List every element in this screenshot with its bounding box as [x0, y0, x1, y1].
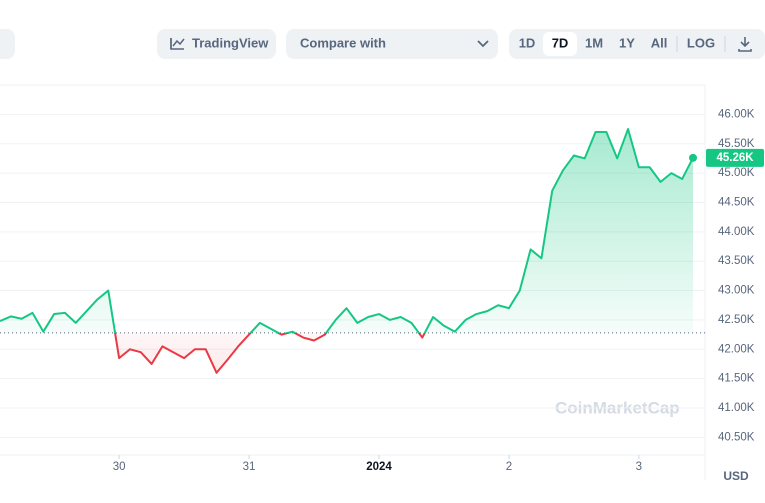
icon: [170, 38, 184, 50]
plot: 40.50K 41.00K 41.50K 42.00K 42.50K 43.00K 43.5…: [0, 108, 764, 473]
unit-label: USD: [723, 469, 749, 483]
y-tick-label: 40.50K: [718, 431, 755, 443]
range-buttons: 1D 7D 1M 1Y All: [519, 32, 668, 56]
download-icon[interactable]: [738, 37, 752, 52]
last-label-bg: [706, 148, 764, 167]
y-tick-label: 45.50K: [718, 138, 755, 150]
y-tick-label: 42.00K: [718, 343, 755, 355]
range-button[interactable]: All: [651, 35, 668, 50]
x-tick-label: 2: [506, 461, 512, 473]
dropdown-label[interactable]: Compare with: [300, 35, 386, 50]
y-tick-label: 45.00K: [718, 167, 755, 179]
x-tick-label: 30: [113, 461, 126, 473]
dropdown-bg[interactable]: [286, 29, 498, 59]
y-tick-label: 43.50K: [718, 255, 755, 267]
download-button[interactable]: [738, 37, 752, 52]
button-bg[interactable]: [157, 29, 276, 59]
range-button[interactable]: 1Y: [619, 35, 635, 50]
range-button[interactable]: 1M: [585, 35, 603, 50]
price-line: [0, 128, 694, 374]
compare-dropdown[interactable]: Compare with: [286, 29, 498, 59]
y-tick-label: 46.00K: [718, 108, 755, 120]
icon: [172, 38, 185, 47]
range-button[interactable]: 7D: [552, 35, 569, 50]
y-tick-label: 44.00K: [718, 226, 755, 238]
y-tick-label: 41.00K: [718, 402, 755, 414]
y-tick-label: 42.50K: [718, 314, 755, 326]
price-area: [0, 129, 693, 373]
x-tick-label: 3: [636, 461, 642, 473]
y-tick-label: 41.50K: [718, 373, 755, 385]
tradingview-button[interactable]: TradingView: [157, 29, 276, 59]
chevron: [477, 40, 489, 48]
range-active-bg[interactable]: [543, 32, 577, 56]
y-tick-label: 43.00K: [718, 285, 755, 297]
button-label[interactable]: TradingView: [192, 35, 269, 50]
partial-button[interactable]: [0, 29, 15, 59]
last-label: 45.26K: [716, 152, 754, 164]
log-button[interactable]: LOG: [687, 35, 715, 50]
last-point: [689, 153, 697, 162]
x-tick-label: 31: [243, 461, 256, 473]
y-tick-label: 44.50K: [718, 196, 755, 208]
range-button[interactable]: 1D: [519, 35, 536, 50]
toolbar: TradingView Compare with 1D 7D 1M 1Y All LOG: [0, 29, 765, 59]
x-tick-label: 2024: [366, 461, 392, 473]
